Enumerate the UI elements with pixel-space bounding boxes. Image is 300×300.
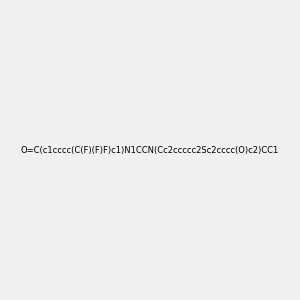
- Text: O=C(c1cccc(C(F)(F)F)c1)N1CCN(Cc2ccccc2Sc2cccc(O)c2)CC1: O=C(c1cccc(C(F)(F)F)c1)N1CCN(Cc2ccccc2Sc…: [21, 146, 279, 154]
